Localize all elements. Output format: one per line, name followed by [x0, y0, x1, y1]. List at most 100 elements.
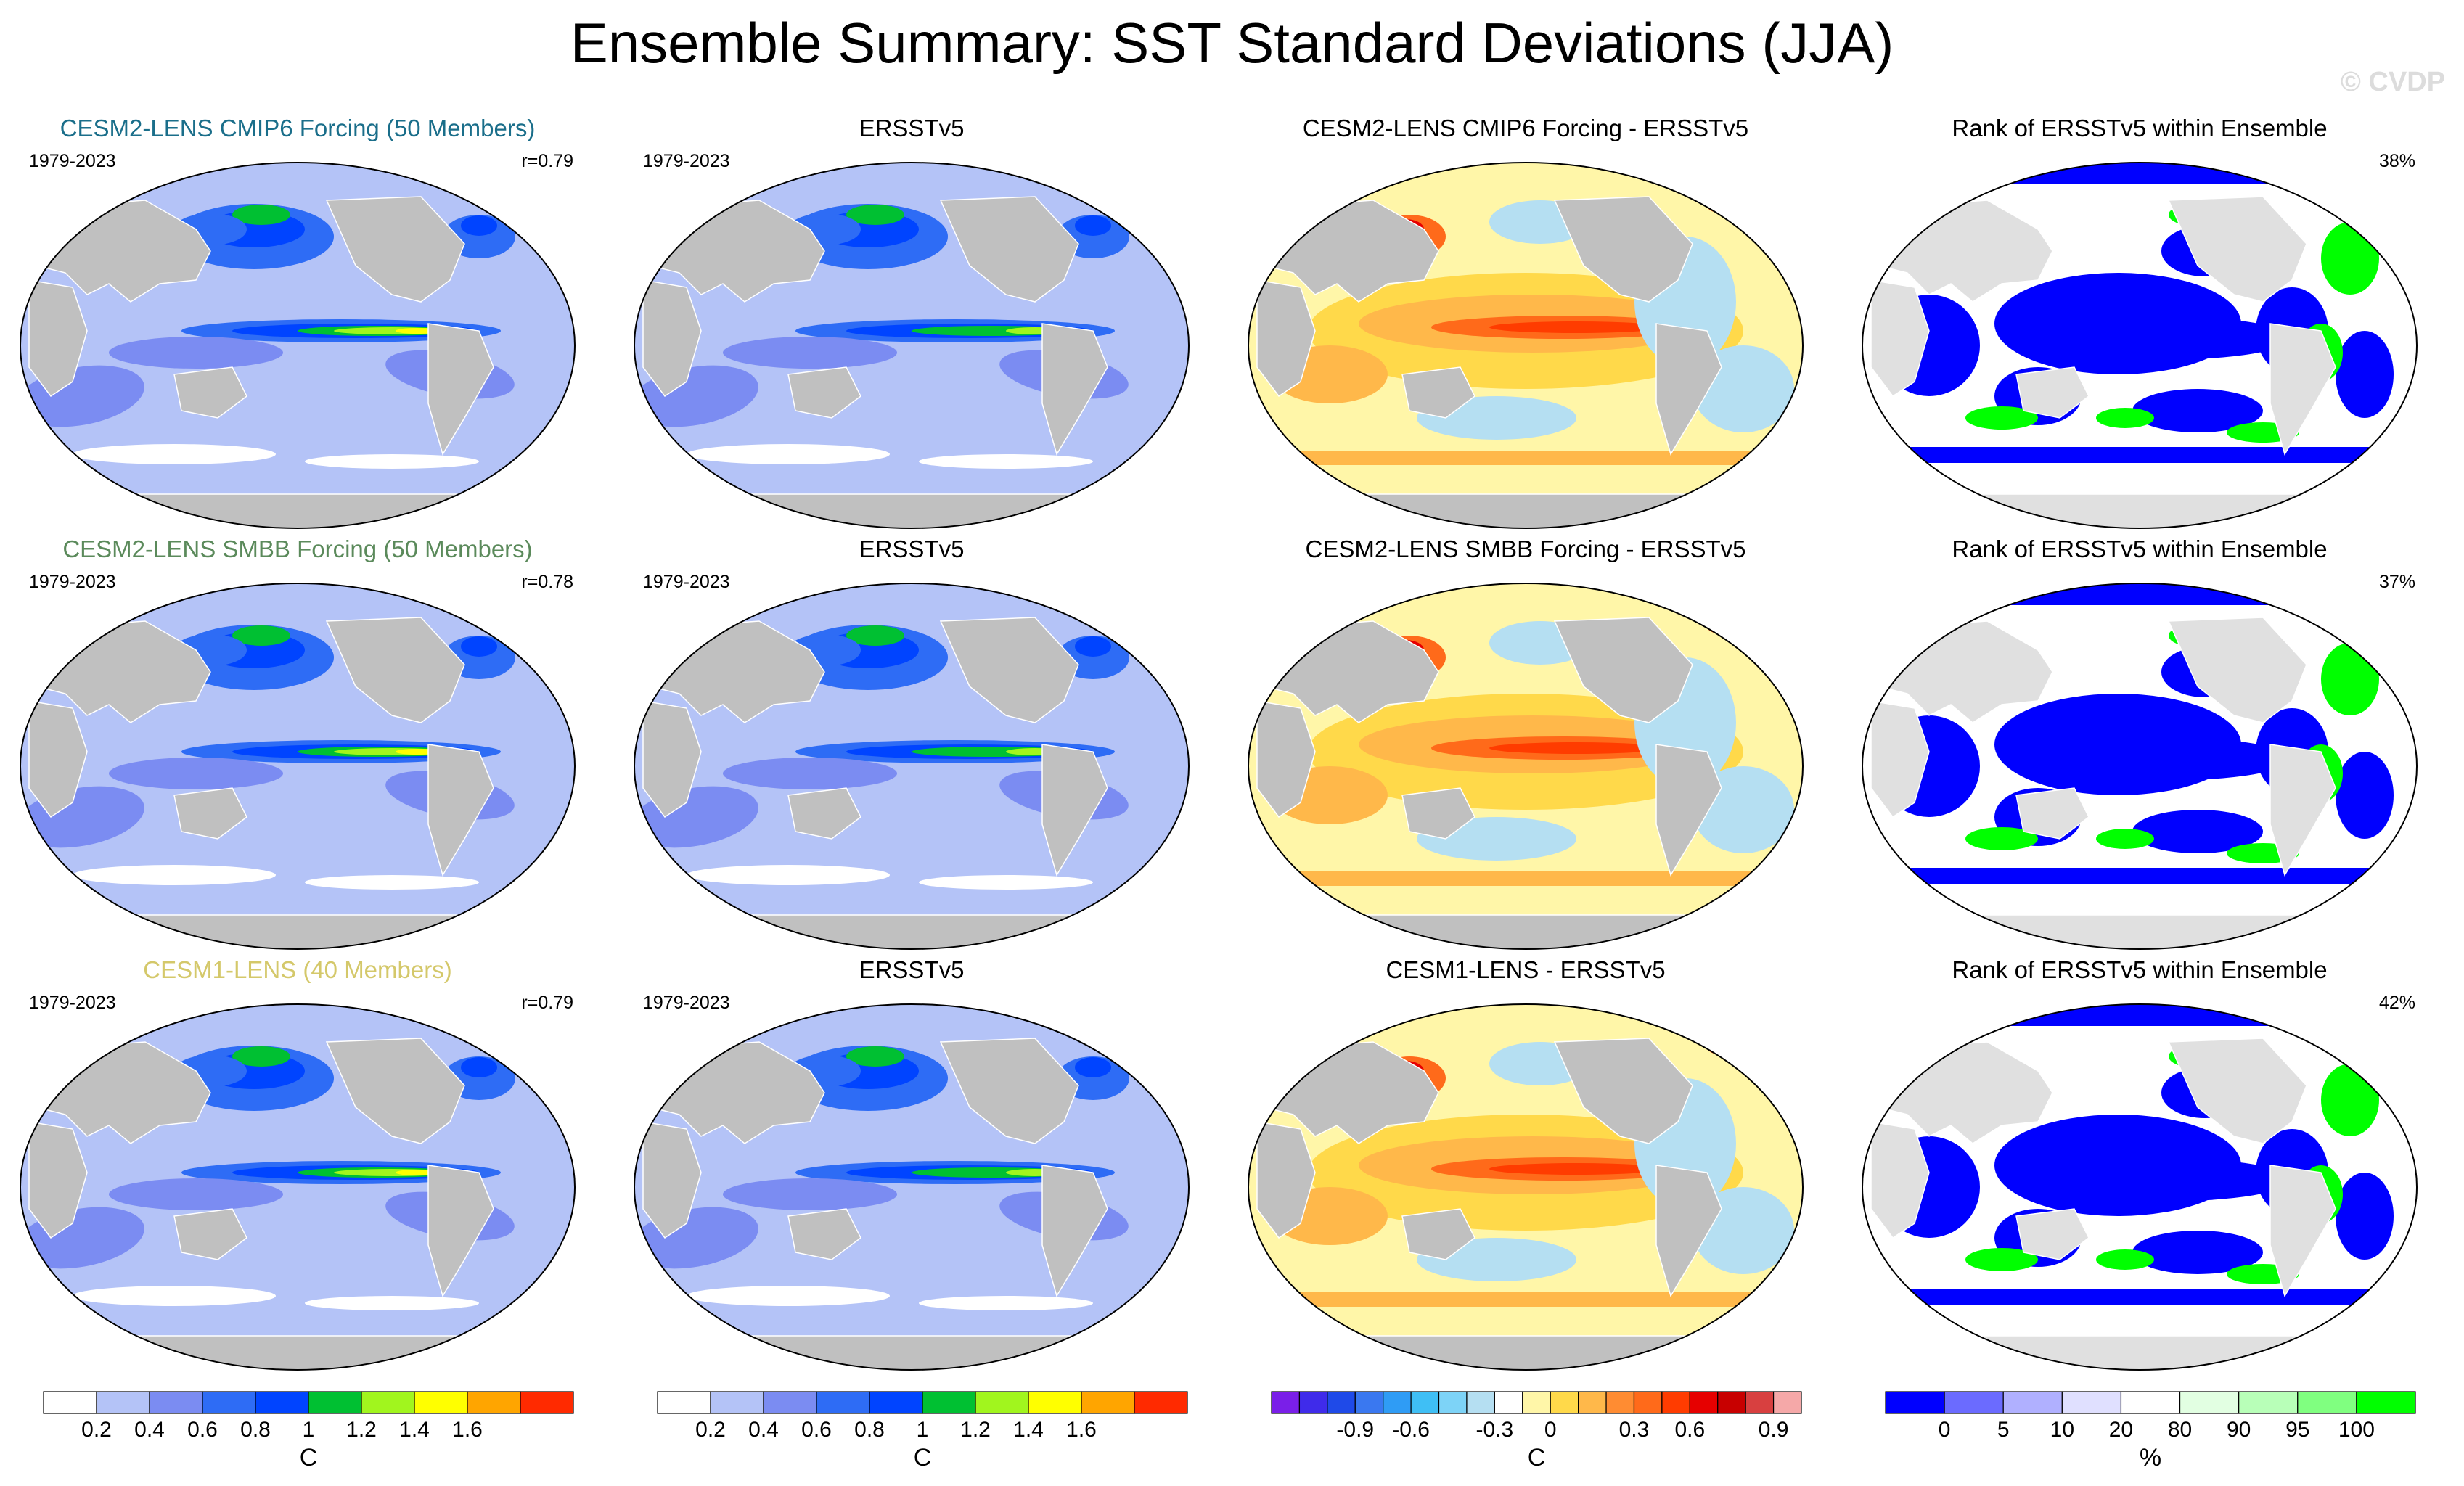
map-rank [1862, 162, 2418, 529]
colorbar-tick-label: 0.4 [134, 1418, 165, 1442]
colorbar-swatch [2238, 1391, 2299, 1414]
period-label: 1979-2023 [643, 151, 730, 171]
colorbar-unit-label: C [1528, 1444, 1546, 1471]
colorbar-swatch [202, 1391, 256, 1414]
panel-title: CESM2-LENS CMIP6 Forcing (50 Members) [60, 115, 536, 141]
panel-title: ERSSTv5 [859, 956, 965, 983]
colorbar-swatch [1745, 1391, 1775, 1414]
colorbar-tick-label: 95 [2285, 1418, 2309, 1442]
colorbar-tick-label: 0.6 [1674, 1418, 1705, 1442]
colorbar-swatch [2061, 1391, 2122, 1414]
colorbar-tick-label: 0.3 [1619, 1418, 1650, 1442]
map-obs [634, 583, 1190, 950]
colorbar-swatch [1661, 1391, 1690, 1414]
rank-percent-label: 37% [2378, 572, 2415, 592]
colorbar-tick-label: 0 [1544, 1418, 1557, 1442]
colorbar-swatch [1383, 1391, 1412, 1414]
colorbar-tick-label: 80 [2168, 1418, 2192, 1442]
colorbar-swatch [308, 1391, 362, 1414]
colorbar-swatch [467, 1391, 521, 1414]
colorbar-svg: 0.2 0.4 0.6 0.8 1 1.2 1.4 1.6 C [657, 1391, 1188, 1471]
colorbar-swatch [1028, 1391, 1082, 1414]
pattern-correlation-label: r=0.78 [521, 572, 573, 592]
period-label: 1979-2023 [643, 572, 730, 592]
colorbar-swatch [149, 1391, 203, 1414]
panel-rank-row2: Rank of ERSSTv5 within Ensemble 37% [1857, 535, 2423, 955]
panel-model-row1: CESM2-LENS CMIP6 Forcing (50 Members) 197… [15, 115, 581, 534]
colorbar-swatch [1271, 1391, 1301, 1414]
colorbar-swatch [1298, 1391, 1328, 1414]
colorbar-swatch [1494, 1391, 1523, 1414]
colorbar-swatch [1944, 1391, 2004, 1414]
colorbar-tick-label: 0.2 [695, 1418, 726, 1442]
panel-title: Rank of ERSSTv5 within Ensemble [1952, 956, 2328, 983]
colorbar-swatch [1354, 1391, 1384, 1414]
colorbar-tick-label: 1.2 [960, 1418, 991, 1442]
colorbar-swatch [2179, 1391, 2240, 1414]
colorbar-tick-label: 0 [1939, 1418, 1951, 1442]
panel-title: Rank of ERSSTv5 within Ensemble [1952, 115, 2328, 141]
colorbar-swatch [763, 1391, 817, 1414]
colorbar-swatch [1466, 1391, 1495, 1414]
panel-title: ERSSTv5 [859, 115, 965, 141]
panel-rank-row1: Rank of ERSSTv5 within Ensemble 38% [1857, 115, 2423, 534]
colorbar-tick-label: 1.6 [452, 1418, 483, 1442]
colorbar-swatch [1438, 1391, 1468, 1414]
panel-model-row2: CESM2-LENS SMBB Forcing (50 Members) 1979… [15, 535, 581, 955]
panel-title: CESM1-LENS (40 Members) [143, 956, 452, 983]
watermark: © CVDP [2340, 67, 2445, 97]
map-obs [634, 162, 1190, 529]
map-diff [1248, 583, 1804, 950]
colorbar-swatch [2297, 1391, 2357, 1414]
colorbar-unit-label: C [914, 1444, 932, 1471]
colorbar-swatch [1633, 1391, 1663, 1414]
colorbar-tick-label: 0.8 [240, 1418, 271, 1442]
colorbar-unit-label: % [2140, 1444, 2161, 1471]
period-label: 1979-2023 [643, 993, 730, 1013]
map-model [20, 1003, 576, 1371]
panel-diff-row3: CESM1-LENS - ERSSTv5 [1243, 956, 1809, 1376]
colorbar-swatch [1550, 1391, 1579, 1414]
colorbar-swatch [975, 1391, 1029, 1414]
colorbar-swatch [1522, 1391, 1551, 1414]
map-rank [1862, 583, 2418, 950]
colorbar-svg: 0 5 10 20 80 90 95 100% [1885, 1391, 2416, 1471]
panel-obs-row3: ERSSTv5 1979-2023 [629, 956, 1195, 1376]
colorbar-swatch [869, 1391, 923, 1414]
colorbar-stddev-2: 0.2 0.4 0.6 0.8 1 1.2 1.4 1.6 C [629, 1384, 1195, 1486]
panel-title: CESM2-LENS SMBB Forcing - ERSSTv5 [1305, 535, 1746, 562]
colorbar-swatch [1772, 1391, 1802, 1414]
colorbar-unit-label: C [300, 1444, 318, 1471]
colorbar-tick-label: 1 [303, 1418, 315, 1442]
period-label: 1979-2023 [29, 151, 116, 171]
colorbar-swatch [414, 1391, 468, 1414]
rank-percent-label: 42% [2378, 993, 2415, 1013]
panel-title: CESM1-LENS - ERSSTv5 [1386, 956, 1666, 983]
colorbar-swatch [1605, 1391, 1635, 1414]
colorbar-swatch [1717, 1391, 1746, 1414]
colorbar-tick-label: -0.6 [1392, 1418, 1430, 1442]
colorbar-swatch [710, 1391, 764, 1414]
colorbar-swatch [361, 1391, 415, 1414]
colorbar-tick-label: 1.6 [1066, 1418, 1097, 1442]
colorbar-tick-label: 1.2 [346, 1418, 377, 1442]
colorbar-tick-label: 1.4 [1013, 1418, 1044, 1442]
panel-title: Rank of ERSSTv5 within Ensemble [1952, 535, 2328, 562]
colorbar-tick-label: 5 [1997, 1418, 2010, 1442]
map-model [20, 583, 576, 950]
colorbar-tick-label: -0.3 [1476, 1418, 1514, 1442]
colorbar-tick-label: 1.4 [399, 1418, 430, 1442]
map-model [20, 162, 576, 529]
colorbar-tick-label: -0.9 [1336, 1418, 1374, 1442]
page-title: Ensemble Summary: SST Standard Deviation… [570, 11, 1894, 75]
colorbar-tick-label: 0.6 [801, 1418, 832, 1442]
colorbar-svg: -0.9 -0.6 -0.3 0 0.3 0.6 0.9 C [1271, 1391, 1802, 1471]
colorbar-swatch [1885, 1391, 1945, 1414]
colorbar-swatch [2120, 1391, 2181, 1414]
panel-title: CESM2-LENS CMIP6 Forcing - ERSSTv5 [1302, 115, 1749, 141]
panel-diff-row1: CESM2-LENS CMIP6 Forcing - ERSSTv5 [1243, 115, 1809, 534]
colorbar-tick-label: 20 [2109, 1418, 2133, 1442]
period-label: 1979-2023 [29, 993, 116, 1013]
rank-percent-label: 38% [2378, 151, 2415, 171]
colorbar-tick-label: 0.8 [854, 1418, 885, 1442]
